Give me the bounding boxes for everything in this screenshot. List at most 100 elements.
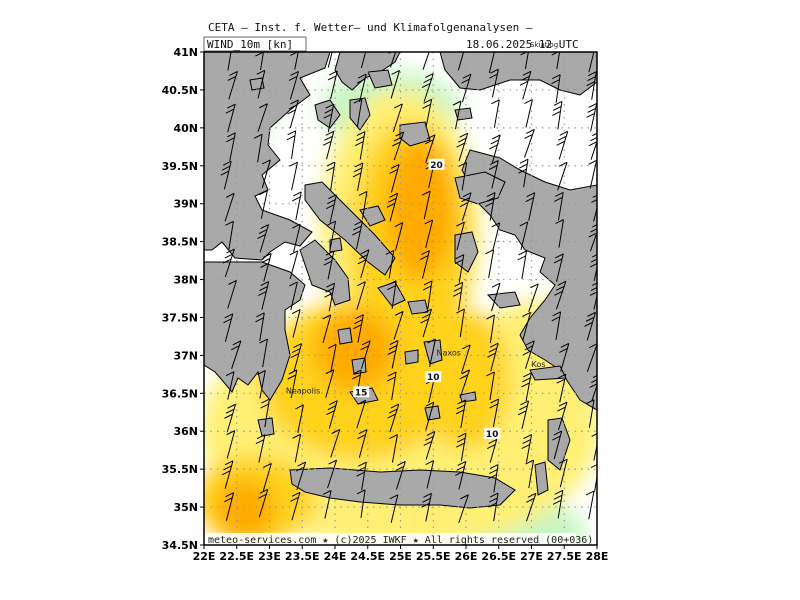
wind-barb	[491, 99, 500, 128]
wind-barb	[325, 194, 337, 223]
wind-barb	[258, 488, 269, 518]
wind-barb	[326, 400, 338, 429]
wind-barb	[556, 373, 567, 403]
lon-tick-label: 25E	[389, 550, 412, 563]
lon-tick-label: 24E	[324, 550, 347, 563]
lat-tick-label: 40.5N	[162, 84, 198, 97]
wind-barb	[356, 399, 367, 429]
land-anatolia	[461, 149, 597, 411]
wind-barb	[389, 163, 400, 193]
wind-barb	[220, 160, 232, 190]
place-label: Naxos	[437, 348, 461, 357]
lat-tick-label: 35.5N	[162, 463, 198, 476]
wind-barb	[289, 161, 298, 191]
land-attica	[299, 239, 351, 306]
land-karpathos	[534, 461, 549, 496]
wind-barb	[225, 220, 234, 250]
wind-barb	[360, 340, 371, 369]
wind-barb	[489, 68, 499, 98]
wind-barb	[327, 220, 337, 250]
wind-barb	[292, 433, 302, 463]
wind-barb	[224, 192, 235, 222]
lon-tick-label: 28E	[586, 550, 609, 563]
wind-barb	[356, 489, 366, 518]
wind-barb	[292, 223, 301, 253]
wind-barb	[256, 69, 266, 99]
lon-tick-label: 22E	[193, 550, 216, 563]
wind-barb	[323, 250, 335, 280]
wind-barb	[261, 159, 271, 189]
wind-barb	[586, 71, 597, 100]
wind-barb	[524, 129, 535, 158]
wind-barb	[488, 160, 499, 189]
lon-tick-label: 24.5E	[350, 550, 385, 563]
wind-barb	[424, 219, 434, 249]
lat-tick-label: 36.5N	[162, 387, 198, 400]
wind-barb	[556, 130, 569, 160]
wind-barb	[352, 220, 363, 250]
wind-barb	[554, 191, 564, 221]
wind-barb	[422, 52, 430, 70]
lat-tick-label: 37.5N	[162, 311, 198, 324]
footer-background	[204, 533, 576, 545]
wind-barb	[588, 52, 595, 73]
wind-barb	[259, 338, 268, 368]
land-kea-kythnos	[337, 327, 367, 375]
wind-barb	[322, 130, 335, 160]
lon-tick-label: 23.5E	[285, 550, 320, 563]
wind-barb	[486, 314, 495, 344]
wind-barb	[225, 103, 236, 133]
wind-barb	[295, 461, 307, 491]
wind-barb	[454, 254, 465, 283]
wind-barb	[262, 462, 272, 492]
wind-barb	[352, 162, 364, 192]
wind-barb	[459, 369, 470, 399]
wind-barb	[551, 74, 561, 103]
wind-barb	[258, 281, 270, 310]
wind-barb	[385, 250, 395, 279]
wind-barb	[452, 281, 464, 311]
overlay-label: Skiatlog	[530, 41, 558, 49]
wind-barb	[327, 70, 338, 100]
wind-barb	[421, 190, 431, 220]
contour-label: 10	[486, 430, 499, 440]
landmasses	[204, 52, 597, 509]
lat-tick-label: 34.5N	[162, 539, 198, 552]
wind-barb	[395, 460, 406, 490]
wind-barb	[489, 134, 501, 164]
wind-barb	[425, 401, 435, 431]
wind-barb	[323, 103, 335, 133]
wind-barb	[223, 313, 234, 342]
wind-barb	[558, 458, 568, 488]
wind-barb	[461, 344, 471, 374]
wind-barb	[456, 221, 465, 251]
wind-barb	[521, 434, 533, 463]
wind-barb	[559, 343, 570, 372]
wind-barb	[224, 492, 235, 521]
contour-label: 10	[427, 373, 440, 383]
wind-barb	[422, 98, 433, 128]
wind-barb	[588, 224, 597, 252]
wind-barb	[488, 464, 499, 493]
wind-barb	[226, 430, 236, 459]
wind-barb	[327, 459, 338, 489]
wind-barb	[490, 282, 501, 312]
wind-barb	[288, 71, 299, 100]
wind-barb	[420, 308, 433, 338]
wind-barb	[324, 282, 335, 312]
wind-barb	[552, 101, 563, 130]
land-peloponnese	[204, 261, 306, 401]
lat-tick-label: 37N	[173, 349, 198, 362]
wind-barb	[292, 191, 302, 221]
wind-barb	[290, 491, 301, 521]
contour-label: 20	[430, 161, 443, 171]
land-lesbos	[454, 171, 506, 205]
wind-barb	[295, 404, 304, 433]
wind-barb	[387, 403, 400, 433]
lat-tick-label: 39N	[173, 198, 198, 211]
wind-barb	[555, 219, 564, 248]
wind-barb	[287, 369, 298, 399]
datetime-label: 18.06.2025 12 UTC	[466, 38, 579, 51]
wind-barb	[394, 222, 404, 251]
